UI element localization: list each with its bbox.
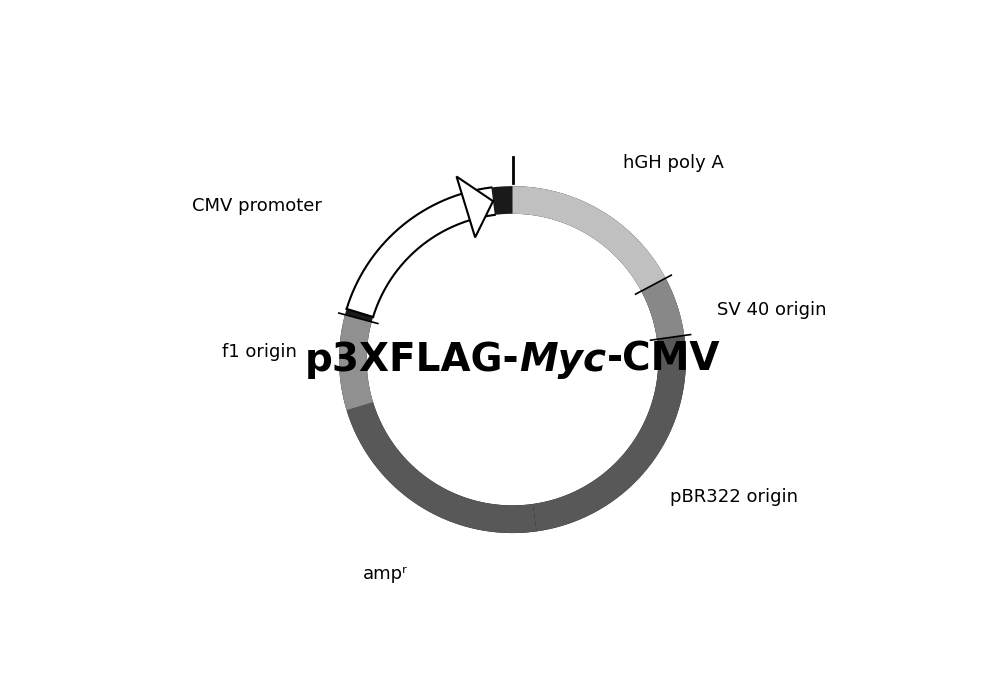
Text: CMV promoter: CMV promoter	[192, 197, 322, 215]
Polygon shape	[457, 176, 493, 238]
Text: pBR322 origin: pBR322 origin	[670, 488, 798, 506]
Polygon shape	[641, 278, 684, 339]
Polygon shape	[347, 402, 537, 533]
Text: ampʳ: ampʳ	[363, 565, 408, 583]
Text: p3XFLAG-: p3XFLAG-	[305, 341, 520, 379]
Text: f1 origin: f1 origin	[222, 343, 297, 361]
Polygon shape	[512, 186, 666, 291]
Text: Myc: Myc	[520, 341, 607, 379]
Text: hGH poly A: hGH poly A	[623, 154, 724, 172]
Text: SV 40 origin: SV 40 origin	[717, 301, 827, 319]
Polygon shape	[339, 186, 686, 533]
Polygon shape	[360, 406, 385, 444]
Polygon shape	[533, 335, 686, 531]
Text: -CMV: -CMV	[607, 341, 720, 379]
Polygon shape	[347, 187, 495, 317]
Polygon shape	[339, 314, 373, 410]
